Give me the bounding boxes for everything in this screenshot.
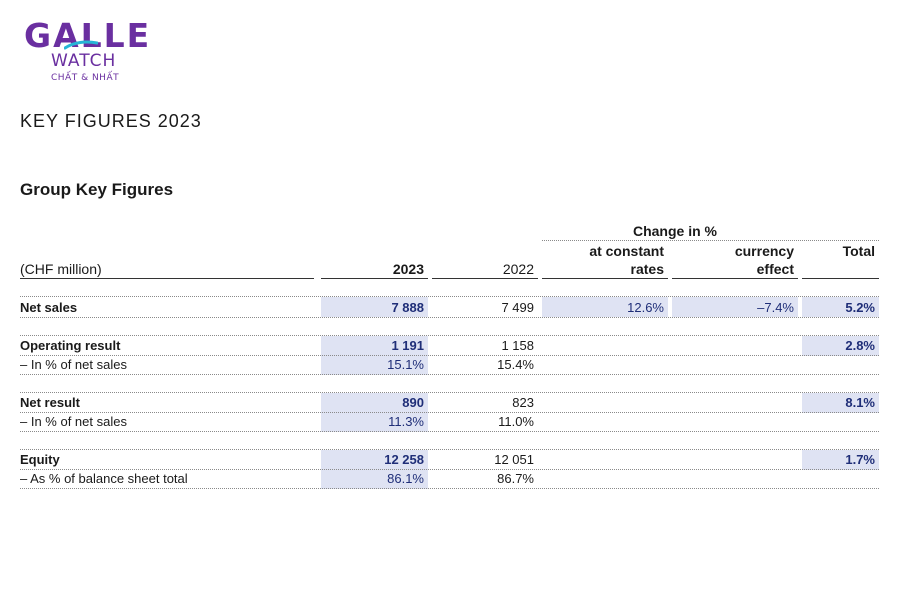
- header-constant-line2: rates: [630, 261, 664, 277]
- header-rule-currency: [672, 278, 798, 279]
- header-unit: (CHF million): [20, 261, 102, 277]
- section-title: Group Key Figures: [20, 180, 174, 199]
- header-rule-constant: [542, 278, 668, 279]
- header-constant-line1: at constant: [589, 243, 664, 259]
- highlight-total-equity: [802, 450, 879, 470]
- highlight-total-net-sales: [802, 297, 879, 317]
- cell-total: 5.2%: [845, 300, 875, 315]
- highlight-2023-net-sales: [321, 297, 428, 317]
- row-divider: [20, 431, 879, 432]
- row-divider: [20, 488, 879, 489]
- cell-2023: 86.1%: [387, 471, 424, 486]
- header-change-group: Change in %: [632, 223, 717, 239]
- row-divider: [20, 449, 879, 450]
- cell-constant: 12.6%: [627, 300, 664, 315]
- row-label: Equity: [20, 452, 60, 467]
- logo-wordmark: GALLE: [24, 16, 152, 55]
- highlight-currency-net-sales: [672, 297, 798, 317]
- highlight-constant-net-sales: [542, 297, 668, 317]
- cell-2022: 1 158: [501, 338, 534, 353]
- row-divider: [20, 469, 879, 470]
- cell-total: 1.7%: [845, 452, 875, 467]
- row-divider: [20, 392, 879, 393]
- header-rule-label: [20, 278, 314, 279]
- header-2022: 2022: [502, 261, 534, 277]
- logo-tagline: CHẤT & NHẤT: [51, 73, 120, 83]
- row-label: – In % of net sales: [20, 414, 127, 429]
- cell-2023: 11.3%: [388, 414, 424, 429]
- page-title: KEY FIGURES 2023: [20, 111, 202, 131]
- header-currency-line1: currency: [734, 243, 794, 259]
- row-divider: [20, 374, 879, 375]
- header-group-divider: [542, 240, 879, 241]
- row-label: – In % of net sales: [20, 357, 127, 372]
- highlight-total-net-result: [802, 393, 879, 413]
- header-rule-2023: [321, 278, 428, 279]
- cell-currency: –7.4%: [757, 300, 794, 315]
- row-label: – As % of balance sheet total: [20, 471, 188, 486]
- brand-logo: GALLE WATCH CHẤT & NHẤT: [24, 18, 164, 90]
- row-divider: [20, 355, 879, 356]
- row-divider: [20, 296, 879, 297]
- cell-2023: 15.1%: [387, 357, 424, 372]
- cell-total: 2.8%: [845, 338, 875, 353]
- cell-2022: 7 499: [501, 300, 534, 315]
- cell-2023: 890: [402, 395, 424, 410]
- cell-2023: 7 888: [391, 300, 424, 315]
- header-2023: 2023: [392, 261, 424, 277]
- cell-2022: 12 051: [494, 452, 534, 467]
- header-total: Total: [842, 243, 875, 259]
- row-divider: [20, 412, 879, 413]
- row-divider: [20, 335, 879, 336]
- cell-2022: 15.4%: [497, 357, 534, 372]
- row-label: Net sales: [20, 300, 78, 315]
- cell-2022: 823: [512, 395, 534, 410]
- header-currency-line2: effect: [756, 261, 794, 277]
- header-rule-total: [802, 278, 879, 279]
- cell-2023: 1 191: [391, 338, 424, 353]
- row-label: Operating result: [20, 338, 121, 353]
- cell-total: 8.1%: [845, 395, 875, 410]
- row-divider: [20, 317, 879, 318]
- cell-2022: 11.0%: [498, 414, 534, 429]
- row-label: Net result: [20, 395, 80, 410]
- header-rule-2022: [432, 278, 538, 279]
- logo-swoosh-icon: [64, 40, 98, 50]
- logo-subtitle: WATCH: [51, 51, 117, 71]
- cell-2023: 12 258: [384, 452, 424, 467]
- highlight-total-operating: [802, 336, 879, 356]
- cell-2022: 86.7%: [497, 471, 534, 486]
